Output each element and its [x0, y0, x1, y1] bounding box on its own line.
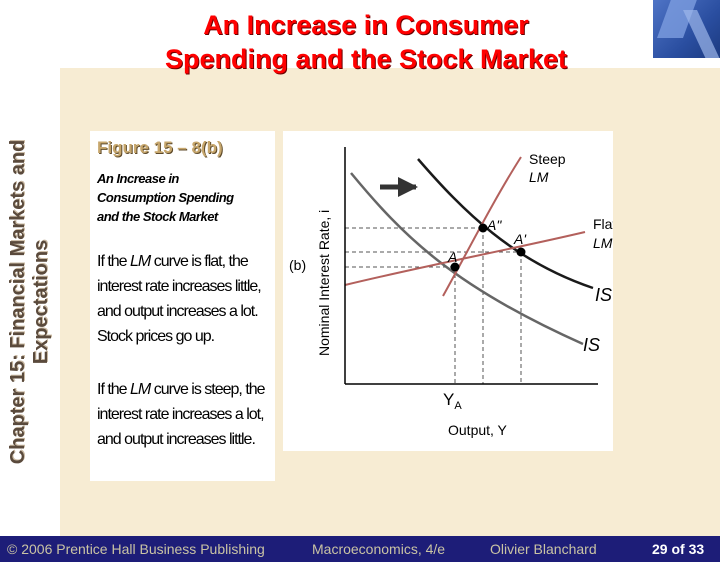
point-a-double-prime-dot [478, 223, 488, 233]
para-text: If the [97, 253, 131, 270]
is-prime-label: IS' [595, 285, 613, 305]
para-text: curve is steep, the interest rate increa… [97, 381, 266, 448]
explanation-steep-lm: If the LM curve is steep, the interest r… [97, 377, 275, 452]
figure-subtitle: An Increase in Consumption Spending and … [97, 171, 234, 224]
steep-lm-label-2: LM [529, 169, 549, 185]
point-a-label: A [447, 249, 457, 265]
para-em: LM [130, 381, 151, 398]
flat-lm-label-1: Flat [593, 216, 613, 232]
para-text: curve is flat, the interest rate increas… [97, 253, 262, 345]
footer-publisher: © 2006 Prentice Hall Business Publishing [7, 541, 265, 557]
footer-bar: © 2006 Prentice Hall Business Publishing… [0, 536, 720, 562]
chapter-side-label: Chapter 15: Financial Markets and Expect… [0, 68, 60, 536]
point-a-dot [450, 262, 460, 272]
is-curve [350, 172, 584, 346]
corner-decoration [653, 0, 720, 58]
point-a-prime-dot [516, 247, 526, 257]
steep-lm-label-1: Steep [529, 151, 566, 167]
chapter-label-line-1: Chapter 15: Financial Markets and [7, 139, 29, 465]
figure-label: Figure 15 – 8(b) [97, 138, 223, 157]
is-label: IS [583, 335, 600, 355]
para-text: If the [97, 381, 131, 398]
corner-stripe [683, 10, 720, 58]
title-line-2: Spending and the Stock Market [164, 44, 568, 74]
is-prime-curve [417, 158, 594, 290]
text-panel [90, 131, 275, 481]
is-lm-diagram: A A' A" Steep LM Flat LM IS' IS (b) Nomi… [283, 131, 616, 451]
x-tick-main: Y [443, 390, 454, 409]
para-em: LM [130, 253, 151, 270]
point-a-double-prime-label: A" [486, 217, 502, 233]
chapter-label-text: Chapter 15: Financial Markets and Expect… [7, 82, 53, 522]
x-axis-label: Output, Y [448, 422, 508, 438]
flat-lm-curve [344, 231, 586, 286]
point-a-prime-label: A' [513, 231, 527, 247]
footer-page-number: 29 of 33 [652, 541, 705, 557]
diagram-svg: A A' A" Steep LM Flat LM IS' IS (b) Nomi… [289, 147, 616, 438]
x-tick-subscript: A [454, 400, 462, 412]
title-line-1: An Increase in Consumer [203, 10, 529, 40]
footer-book: Macroeconomics, 4/e [312, 541, 446, 557]
chapter-label-line-2: Expectations [30, 239, 52, 365]
flat-lm-label-2: LM [593, 235, 613, 251]
slide-title: An Increase in Consumer Spending and the… [60, 8, 672, 76]
explanation-flat-lm: If the LM curve is flat, the interest ra… [97, 249, 275, 349]
x-tick-label: YA [443, 390, 462, 412]
panel-label: (b) [289, 257, 306, 273]
footer-author: Olivier Blanchard [490, 541, 597, 557]
y-axis-label: Nominal Interest Rate, i [316, 210, 332, 356]
